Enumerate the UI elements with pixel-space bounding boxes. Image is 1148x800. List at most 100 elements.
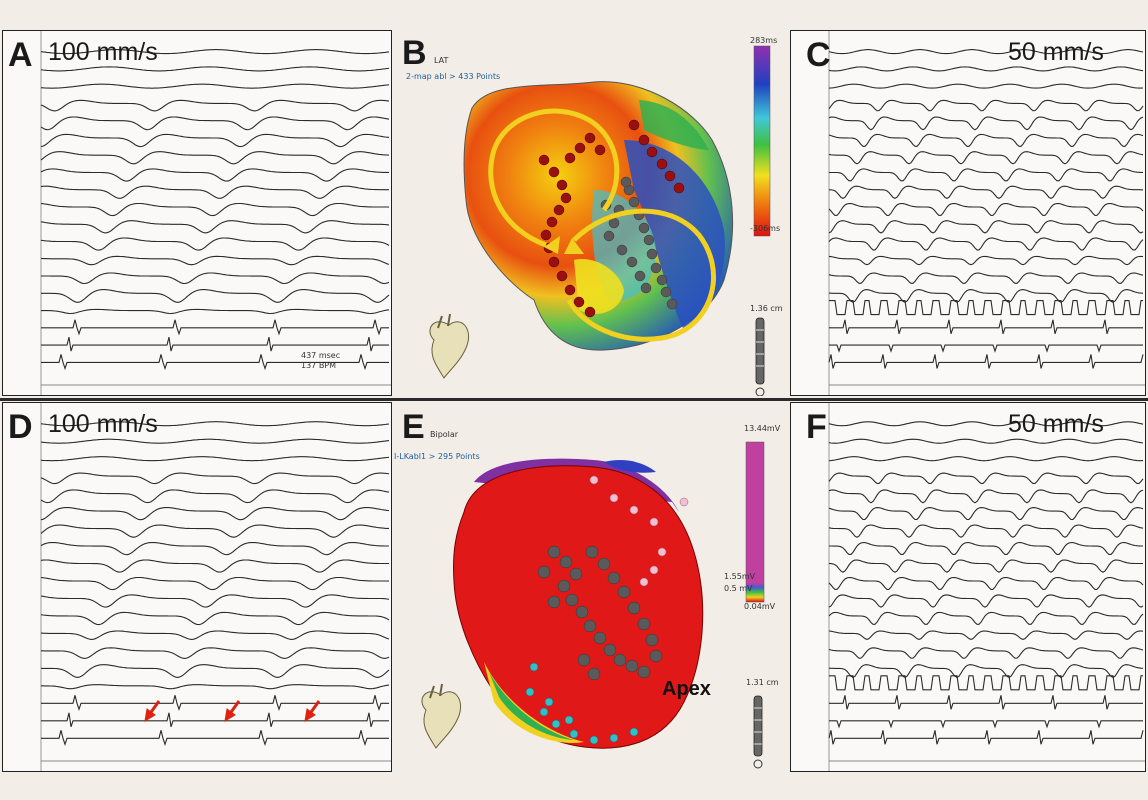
- sweep-speed-d: 100 mm/s: [48, 410, 158, 438]
- ecg-channel-trace: [40, 220, 390, 234]
- lat-color-scale: [753, 45, 771, 237]
- ecg-channel-trace: [828, 472, 1144, 484]
- panel-e-voltage-map: Bipolar I-LKabl1 > 295 Points 13.44mV 1.…: [394, 402, 788, 772]
- ecg-channel-trace: [40, 507, 390, 521]
- ecg-channel-trace: [828, 99, 1144, 112]
- scale-top-b: 283ms: [750, 36, 778, 45]
- ecg-traces-f: [828, 403, 1145, 771]
- map-name-e: Bipolar: [430, 430, 459, 439]
- sweep-speed-a: 100 mm/s: [48, 38, 158, 66]
- ablation-points: [538, 119, 685, 318]
- ecg-channel-trace: [40, 151, 390, 165]
- lat-map: [429, 45, 771, 396]
- ecg-channel-trace: [40, 664, 390, 678]
- ecg-channel-trace: [828, 49, 1144, 55]
- scale-bottom-b: -306ms: [750, 224, 781, 233]
- points-count-e: I-LKabl1 > 295 Points: [394, 452, 480, 461]
- ecg-channel-trace: [828, 438, 1144, 444]
- length-scale-ruler-e: [753, 695, 763, 769]
- ecg-channel-trace: [40, 630, 390, 640]
- ecg-channel-trace: [40, 49, 390, 55]
- ecg-channel-trace: [828, 66, 1144, 72]
- ecg-channel-trace: [828, 255, 1144, 266]
- row-divider: [0, 398, 1148, 401]
- panel-f-ecg: [790, 402, 1146, 772]
- ecg-channel-trace: [829, 720, 1143, 729]
- panel-letter-a: A: [8, 36, 33, 74]
- voltage-map: [421, 441, 765, 769]
- ecg-channel-trace: [829, 319, 1143, 334]
- panel-letter-e: E: [402, 408, 425, 446]
- ecg-channel-trace: [829, 541, 1143, 555]
- ecg-channel-trace: [41, 712, 389, 727]
- ecg-traces-c: [828, 31, 1145, 395]
- ecg-channel-trace: [41, 319, 389, 336]
- ecg-channel-trace: [40, 559, 389, 573]
- ecg-channel-trace: [40, 66, 390, 72]
- ecg-channel-trace: [40, 99, 390, 112]
- ecg-channel-trace: [828, 168, 1144, 182]
- ecg-channel-trace: [40, 456, 390, 462]
- panel-d-ecg: [2, 402, 392, 772]
- apex-label: Apex: [662, 678, 711, 700]
- ecg-channel-trace: [829, 300, 1143, 316]
- ecg-channel-trace: [828, 116, 1144, 131]
- map-name-b: LAT: [434, 56, 449, 65]
- heart-orientation-icon: [429, 313, 470, 379]
- ecg-channel-trace: [40, 83, 390, 89]
- measure-bpm: 137 BPM: [301, 361, 337, 370]
- ecg-channel-trace: [40, 594, 390, 608]
- reentry-circuit-lower: [566, 208, 716, 342]
- measure-ms: 437 msec: [301, 351, 341, 360]
- scale-bottom-e: 0.04mV: [744, 602, 776, 611]
- ecg-channel-trace: [828, 202, 1144, 216]
- ecg-channel-trace: [828, 576, 1144, 590]
- ecg-channel-trace: [40, 116, 390, 131]
- panel-letter-f: F: [806, 408, 827, 446]
- ecg-channel-trace: [40, 541, 389, 556]
- ecg-channel-trace: [828, 507, 1144, 521]
- ecg-channel-trace: [41, 684, 390, 690]
- ecg-channel-trace: [828, 630, 1144, 640]
- ecg-channel-trace: [41, 695, 389, 712]
- panel-b-activation-map: LAT 2-map abl > 433 Points 283ms -306ms …: [394, 30, 788, 396]
- ecg-traces-d: [40, 403, 391, 771]
- scale-length-e: 1.31 cm: [746, 678, 779, 687]
- scale-mid1-e: 1.55mV: [724, 572, 756, 581]
- panel-letter-b: B: [402, 34, 427, 72]
- ecg-channel-trace: [40, 576, 390, 591]
- ecg-channel-trace: [41, 272, 390, 285]
- scale-mid2-e: 0.5 mV: [724, 584, 753, 593]
- ecg-channel-trace: [40, 202, 390, 217]
- voltage-color-scale: [745, 441, 765, 603]
- ecg-channel-trace: [829, 344, 1143, 353]
- ventricle-surface: [453, 465, 704, 749]
- sweep-speed-f: 50 mm/s: [1008, 410, 1104, 438]
- ecg-channel-trace: [40, 611, 390, 626]
- scar-points-e: [537, 545, 663, 681]
- sweep-speed-c: 50 mm/s: [1008, 38, 1104, 66]
- cyan-points: [525, 662, 639, 745]
- ecg-channel-trace: [828, 559, 1144, 573]
- pink-points: [589, 475, 689, 587]
- ecg-channel-trace: [829, 185, 1143, 200]
- reentry-circuit-upper: [488, 108, 620, 248]
- ecg-channel-trace: [41, 647, 390, 659]
- ecg-channel-trace: [828, 133, 1144, 147]
- ecg-channel-trace: [828, 611, 1144, 625]
- ecg-channel-trace: [828, 664, 1144, 679]
- scale-top-e: 13.44mV: [744, 424, 781, 433]
- ecg-channel-trace: [829, 695, 1143, 710]
- ecg-channel-trace: [40, 472, 390, 485]
- ecg-channel-trace: [828, 220, 1144, 234]
- panel-letter-d: D: [8, 408, 33, 446]
- ecg-channel-trace: [828, 456, 1144, 462]
- panel-letter-c: C: [806, 36, 831, 74]
- ecg-channel-trace: [829, 675, 1143, 691]
- points-count-b: 2-map abl > 433 Points: [406, 72, 501, 81]
- ecg-channel-trace: [40, 185, 389, 199]
- ecg-channel-trace: [828, 594, 1144, 608]
- panel-c-ecg: [790, 30, 1146, 396]
- ecg-channel-trace: [40, 438, 390, 444]
- ecg-channel-trace: [828, 647, 1144, 659]
